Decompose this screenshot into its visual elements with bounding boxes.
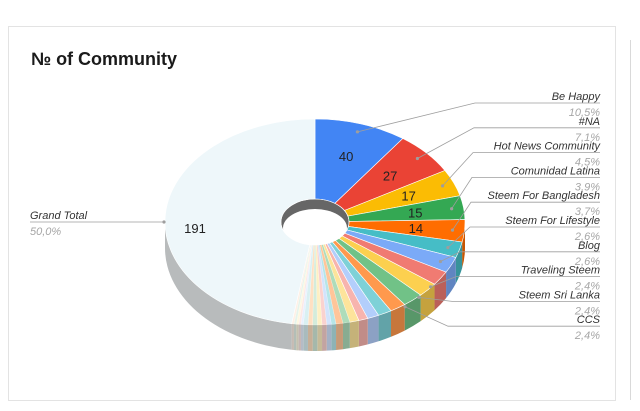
leader-dot-steem-for-lifestyle (446, 245, 450, 250)
value-label-comunidad-latina: 15 (408, 205, 422, 220)
slice-name-steem-for-lifestyle: Steem For Lifestyle (505, 215, 600, 227)
value-label-hot-news-community: 17 (401, 189, 415, 204)
leader-dot-hot-news-community (440, 184, 445, 188)
slice-name-hot-news-community: Hot News Community (494, 141, 602, 153)
slice-pct-steem-for-bangladesh: 3,7% (575, 206, 600, 218)
slice-side-other-20 (317, 324, 323, 351)
leader-line-hot-news-community (442, 152, 600, 187)
slice-name-steem-for-bangladesh: Steem For Bangladesh (487, 190, 600, 202)
slice-side-other-15 (342, 322, 350, 350)
leader-line-be-happy (357, 102, 600, 133)
slice-side-other-28 (291, 323, 294, 350)
slice-pct-comunidad-latina: 3,9% (575, 181, 600, 193)
slice-name-steem-sri-lanka: Steem Sri Lanka (519, 289, 600, 301)
leader-line-steem-sri-lanka (418, 297, 600, 302)
leader-line-steem-for-lifestyle (447, 226, 600, 248)
slice-pct-steem-sri-lanka: 2,4% (574, 305, 600, 317)
slice-name-blog: Blog (578, 240, 601, 252)
leader-lines (30, 102, 600, 327)
slice-name-traveling-steem: Traveling Steem (521, 265, 600, 277)
slice-side-other-17 (331, 323, 337, 351)
slice-pct-traveling-steem: 2,4% (574, 281, 600, 293)
slice-pct-na: 7,1% (575, 132, 600, 144)
slice-side-other-12 (367, 315, 379, 345)
donut-hole (283, 209, 347, 247)
slice-pct-steem-for-lifestyle: 2,6% (574, 231, 600, 243)
slice-side-steem-sri-lanka (420, 284, 435, 322)
value-label-be-happy: 40 (339, 149, 353, 164)
slice-side-other-11 (378, 310, 392, 342)
slice-pct-blog: 2,6% (574, 256, 600, 268)
slice-name-na: #NA (579, 116, 600, 128)
slice-pct-be-happy: 10,5% (569, 107, 600, 119)
slice-pct-grand-total: 50,0% (30, 226, 61, 238)
leader-dot-steem-sri-lanka (417, 295, 421, 300)
slice-name-be-happy: Be Happy (552, 91, 602, 103)
slice-side-ccs (404, 295, 421, 331)
leader-line-steem-for-bangladesh (452, 201, 600, 231)
slice-side-other-21 (312, 324, 318, 351)
slice-name-comunidad-latina: Comunidad Latina (511, 165, 600, 177)
slice-side-grand-total (164, 222, 292, 350)
slice-side-other-23 (303, 324, 308, 351)
leader-line-ccs (404, 306, 600, 327)
panel-edge (630, 40, 631, 400)
leader-line-comunidad-latina (451, 176, 600, 209)
slice-side-other-22 (307, 324, 313, 351)
slice-side-steem-for-lifestyle (455, 241, 463, 284)
leader-dot-traveling-steem (428, 285, 433, 289)
leader-dot-blog (438, 259, 443, 264)
slice-side-other-14 (349, 320, 359, 349)
chart-title: № of Community (31, 49, 178, 69)
leader-line-na (417, 127, 600, 159)
slice-side-other-10 (391, 304, 405, 337)
slice-side-other-26 (296, 324, 299, 351)
slice-side-other-16 (336, 323, 343, 350)
slice-side-other-13 (358, 318, 368, 347)
pie-top-layer (164, 118, 466, 326)
slice-side-other-27 (293, 323, 297, 351)
leader-dot-na (415, 156, 420, 161)
slice-side-other-19 (322, 324, 327, 351)
slice-name-ccs: CCS (577, 314, 601, 326)
value-label-na: 27 (383, 168, 397, 183)
leader-dot-grand-total (162, 220, 166, 224)
leader-dot-comunidad-latina (450, 207, 454, 211)
value-label-grand-total: 191 (184, 221, 206, 236)
leader-dot-be-happy (355, 130, 360, 134)
slice-side-other-18 (326, 324, 332, 351)
slice-side-other-25 (298, 324, 301, 351)
leader-line-traveling-steem (430, 276, 600, 288)
leader-dot-steem-for-bangladesh (450, 228, 455, 232)
slice-name-grand-total: Grand Total (30, 210, 88, 222)
donut-hole-rim (280, 198, 350, 246)
slice-pct-hot-news-community: 4,5% (575, 157, 600, 169)
slice-side-other-24 (300, 324, 304, 351)
slice-side-blog (446, 257, 456, 299)
leader-line-blog (440, 251, 600, 262)
slice-pct-ccs: 2,4% (574, 330, 600, 342)
value-label-steem-for-bangladesh: 14 (409, 221, 423, 236)
leader-dot-ccs (403, 305, 407, 309)
